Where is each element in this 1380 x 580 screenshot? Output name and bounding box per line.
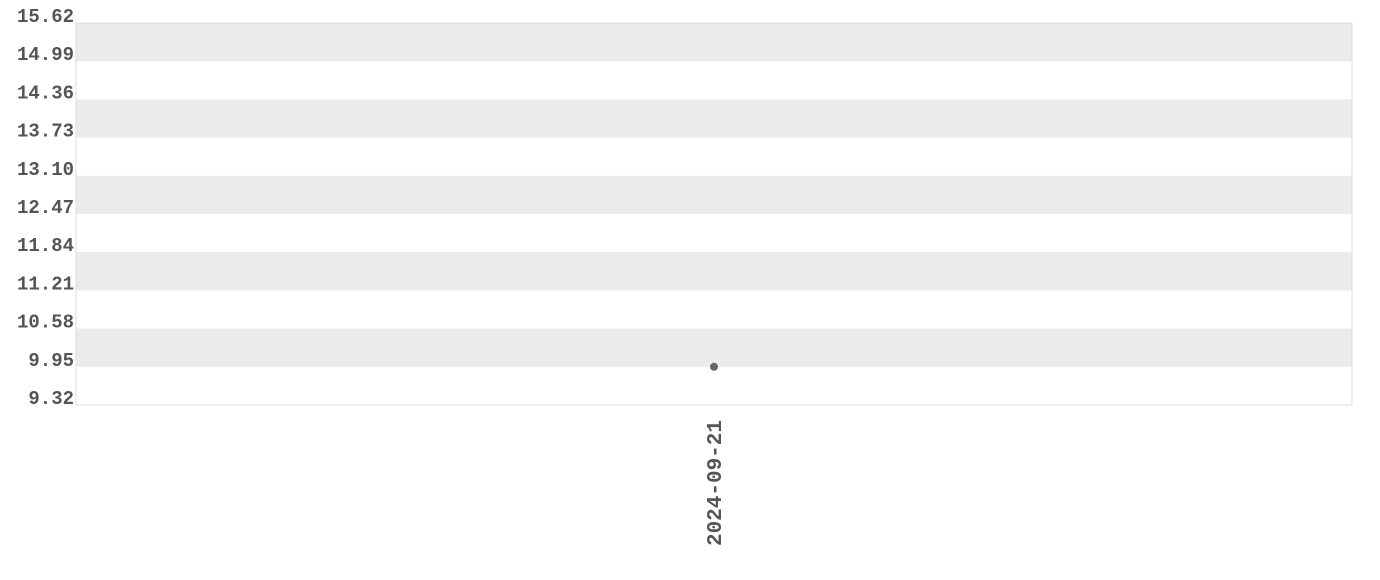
grid-band [76, 23, 1352, 62]
y-tick-label: 12.47 [17, 197, 74, 219]
y-tick-label: 14.36 [17, 82, 74, 104]
grid-band [76, 175, 1352, 214]
y-tick-label: 13.73 [17, 121, 74, 143]
y-axis: 9.32 9.95 10.58 11.21 11.84 12.47 13.10 13.73 14… [17, 6, 74, 410]
y-tick-label: 13.10 [17, 159, 74, 181]
data-point [710, 362, 718, 371]
y-tick-label: 11.84 [17, 235, 74, 257]
y-tick-label: 15.62 [17, 6, 74, 28]
grid-band [76, 328, 1352, 367]
x-axis: 2024-09-21 [705, 420, 728, 546]
y-tick-label: 11.21 [17, 273, 74, 295]
series-points [710, 362, 718, 371]
y-tick-label: 9.32 [28, 388, 74, 410]
y-tick-label: 14.99 [17, 44, 74, 66]
grid-band [76, 252, 1352, 291]
x-tick-label: 2024-09-21 [705, 420, 728, 546]
plot-frame [75, 22, 1353, 406]
y-tick-label: 9.95 [28, 350, 74, 372]
y-tick-label: 10.58 [17, 312, 74, 334]
grid-band [76, 99, 1352, 138]
grid-bands [76, 23, 1352, 367]
